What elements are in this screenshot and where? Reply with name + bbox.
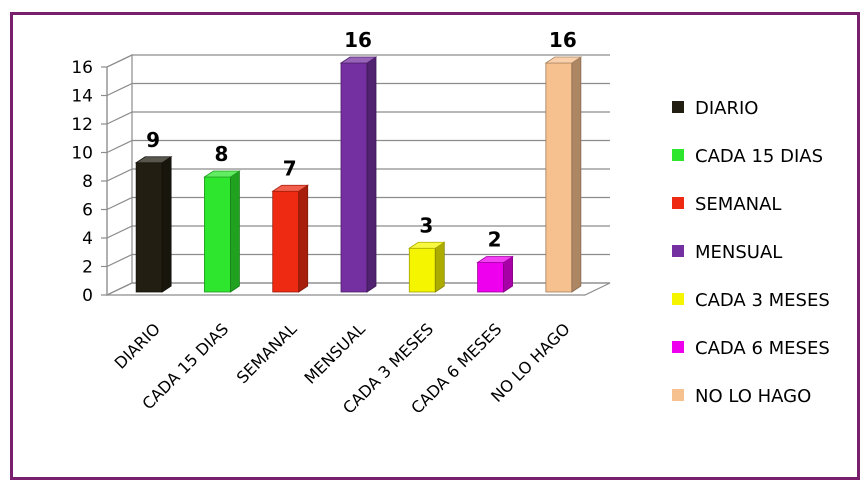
y-tick-label: 16 [71,58,93,78]
bar-front [204,176,231,293]
bar-top [271,184,310,192]
legend-label: MENSUAL [695,242,782,263]
y-tick-label: 2 [82,258,93,278]
bar-semanal [271,184,310,293]
bar-top [339,56,378,64]
bar-top [203,170,241,178]
legend-item: DIARIO [672,98,758,119]
data-label: 16 [549,28,577,52]
gridline-diag [106,196,133,211]
legend-swatch [672,341,684,353]
bar-front [477,262,504,293]
bar-front [340,62,368,293]
data-label: 2 [488,228,502,252]
gridline-diag [106,139,133,154]
gridline-diag [106,168,133,182]
data-label: 16 [344,28,372,52]
legend-label: NO LO HAGO [695,386,811,407]
legend-item: CADA 3 MESES [672,290,830,311]
bar-side [571,56,582,293]
gridline-diag [106,111,133,125]
legend-label: CADA 3 MESES [695,290,830,311]
legend-label: CADA 15 DIAS [695,146,823,167]
bar-cada-6-meses [476,255,514,293]
bar-side [434,241,445,293]
bar-side [366,56,377,293]
legend-item: MENSUAL [672,242,782,263]
bar-front [408,247,436,293]
y-tick-label: 6 [82,201,93,221]
legend-item: NO LO HAGO [672,386,811,407]
bar-cada-15-dias [203,170,241,293]
bar-top [407,241,446,249]
bar-cada-3-meses [407,241,446,293]
legend-swatch [672,149,684,161]
legend-label: DIARIO [695,98,758,119]
legend-swatch [672,245,684,257]
legend-label: CADA 6 MESES [695,338,830,359]
data-label: 7 [283,156,297,180]
legend-label: SEMANAL [695,194,781,215]
y-tick-label: 8 [82,172,93,192]
gridline-diag [106,82,133,97]
gridline-diag [106,225,133,239]
legend-item: SEMANAL [672,194,781,215]
data-label: 8 [214,142,228,166]
bar-front [545,62,573,293]
bar-mensual [339,56,378,293]
bar-front [272,190,300,293]
data-label: 9 [146,128,160,152]
x-tick-label: MENSUAL [301,319,369,387]
bar-side [298,184,309,293]
bar-top [134,156,173,164]
y-tick-label: 12 [71,115,93,135]
legend-swatch [672,389,684,401]
legend-swatch [672,101,684,113]
bar-diario [134,156,173,293]
y-tick-label: 10 [71,144,93,164]
legend-item: CADA 6 MESES [672,338,830,359]
bar-no-lo-hago [544,56,583,293]
x-tick-label: DIARIO [111,319,164,372]
legend-item: CADA 15 DIAS [672,146,823,167]
gridline-diag [106,282,133,296]
y-tick-label: 0 [82,286,93,306]
y-tick-label: 14 [71,87,93,107]
bar-side [161,156,172,293]
bar-top [544,56,583,64]
bar-side [230,170,240,293]
data-label: 3 [419,213,433,237]
bar-front [135,162,163,293]
legend-swatch [672,293,684,305]
x-tick-label: SEMANAL [233,319,301,387]
gridline-diag [106,253,133,268]
y-tick-label: 4 [82,229,93,249]
gridline-diag [106,54,133,68]
legend-swatch [672,197,684,209]
bar-top [476,256,514,263]
